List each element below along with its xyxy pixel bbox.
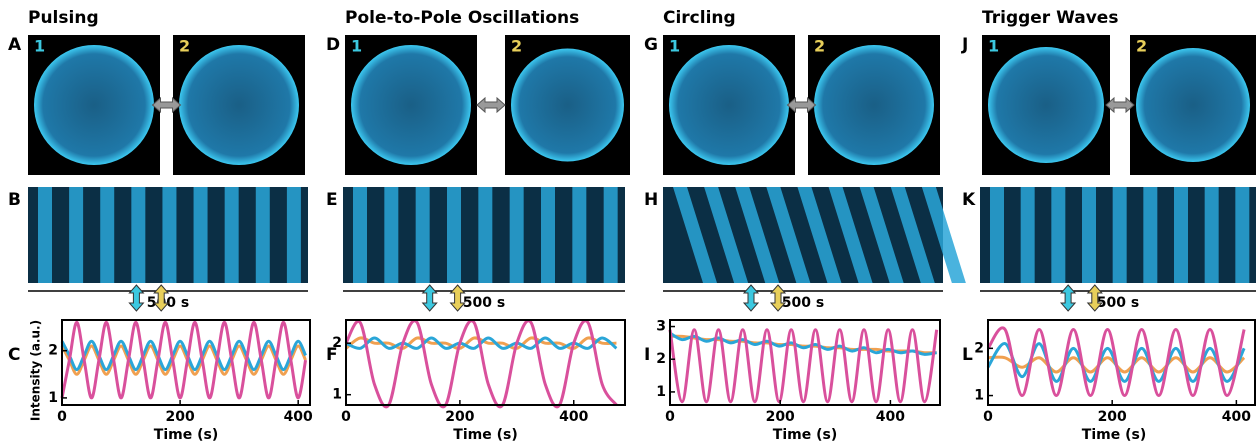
time-marker [1061, 285, 1075, 311]
kymo-band [256, 187, 270, 283]
y-tick-label: 2 [974, 340, 984, 356]
panel-letter: C [8, 345, 20, 365]
y-tick-label: 1 [48, 390, 58, 406]
y-tick-label: 1 [656, 384, 666, 400]
cell [179, 45, 299, 165]
x-tick-label: 200 [445, 409, 474, 425]
image-label: 1 [669, 37, 680, 56]
kymo-band [162, 187, 176, 283]
x-tick-label: 400 [559, 409, 588, 425]
kymo-band [1082, 187, 1096, 283]
y-tick-label: 2 [332, 335, 342, 351]
kymo-band [416, 187, 430, 283]
kymo-band [384, 187, 398, 283]
switch-arrow [1106, 98, 1134, 112]
cell [669, 45, 789, 165]
time-marker [744, 285, 758, 311]
x-tick-label: 0 [341, 409, 351, 425]
y-tick-label: 2 [48, 343, 58, 359]
kymo-band [1051, 187, 1065, 283]
cell [988, 47, 1104, 163]
kymo-band [69, 187, 83, 283]
x-tick-label: 0 [665, 409, 675, 425]
panel-letter: L [962, 345, 973, 365]
kymo-band [990, 187, 1004, 283]
panel-letter: H [644, 190, 658, 210]
image-label: 2 [1136, 37, 1147, 56]
y-tick-label: 1 [332, 387, 342, 403]
kymo-band [510, 187, 524, 283]
kymo-band [541, 187, 555, 283]
panel-title: Pole-to-Pole Oscillations [345, 8, 579, 28]
kymo-band [604, 187, 618, 283]
x-axis-label: Time (s) [1082, 427, 1146, 443]
cell [351, 45, 471, 165]
x-tick-label: 0 [983, 409, 993, 425]
x-tick-label: 400 [284, 409, 313, 425]
panel-letter: G [644, 35, 658, 55]
kymo-band [225, 187, 239, 283]
panel-letter: K [962, 190, 976, 210]
kymo-band [1143, 187, 1157, 283]
cell [814, 45, 934, 165]
x-tick-label: 400 [876, 409, 905, 425]
cell [1136, 48, 1250, 162]
figure: PulsingABC12500 s020040012Time (s)Intens… [0, 0, 1256, 444]
kymo-scale: 500 s [782, 295, 824, 311]
kymo-band [38, 187, 52, 283]
switch-arrow [477, 98, 505, 112]
kymo-band [1205, 187, 1219, 283]
x-axis-label: Time (s) [154, 427, 218, 443]
x-axis-label: Time (s) [453, 427, 517, 443]
panel-letter: E [326, 190, 338, 210]
kymo-scale: 500 s [1097, 295, 1139, 311]
x-tick-label: 200 [165, 409, 194, 425]
plot-frame [346, 320, 625, 405]
kymo-scale: 500 s [463, 295, 505, 311]
time-marker [129, 285, 143, 311]
image-label: 1 [988, 37, 999, 56]
panel-letter: D [326, 35, 340, 55]
kymo-band [287, 187, 301, 283]
trace [346, 321, 616, 407]
y-axis-label: Intensity (a.u.) [29, 320, 43, 421]
y-tick-label: 2 [656, 351, 666, 367]
panel-letter: I [644, 345, 650, 365]
kymo-band [572, 187, 586, 283]
cell [34, 45, 154, 165]
image-label: 2 [814, 37, 825, 56]
kymo-band [353, 187, 367, 283]
kymo-band [1113, 187, 1127, 283]
time-marker [423, 285, 437, 311]
y-tick-label: 1 [974, 388, 984, 404]
image-label: 2 [179, 37, 190, 56]
panel-title: Trigger Waves [982, 8, 1118, 28]
trace [670, 333, 937, 354]
cell [511, 49, 624, 162]
kymo-band [447, 187, 461, 283]
panel-letter: J [961, 35, 968, 55]
kymo-band [194, 187, 208, 283]
kymo-band [1021, 187, 1035, 283]
x-tick-label: 0 [57, 409, 67, 425]
image-label: 2 [511, 37, 522, 56]
x-tick-label: 200 [1098, 409, 1127, 425]
x-axis-label: Time (s) [773, 427, 837, 443]
trace [62, 322, 306, 398]
kymo-band [1235, 187, 1249, 283]
panel-title: Circling [663, 8, 736, 28]
panel-title: Pulsing [28, 8, 99, 28]
y-tick-label: 3 [656, 319, 666, 335]
kymo-band [1174, 187, 1188, 283]
kymo-band [131, 187, 145, 283]
x-tick-label: 200 [766, 409, 795, 425]
image-label: 1 [351, 37, 362, 56]
panel-letter: B [8, 190, 21, 210]
kymo-band [478, 187, 492, 283]
kymo-band [100, 187, 114, 283]
image-label: 1 [34, 37, 45, 56]
panel-letter: A [8, 35, 22, 55]
x-tick-label: 400 [1222, 409, 1251, 425]
